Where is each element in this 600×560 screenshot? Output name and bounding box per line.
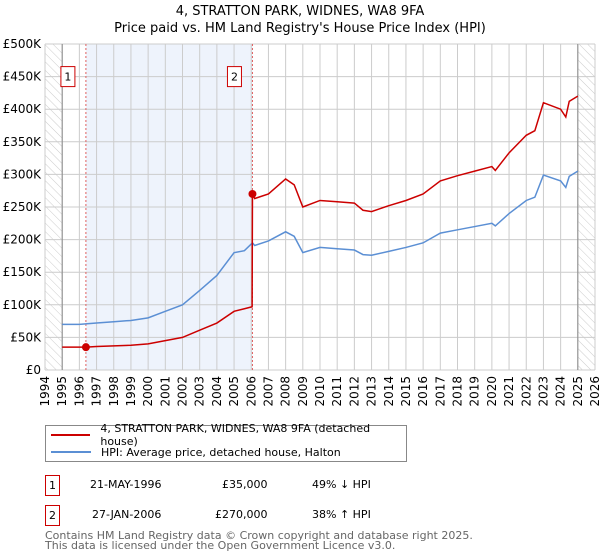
footer-copyright: Contains HM Land Registry data © Crown c…	[45, 529, 473, 542]
y-tick-label: £500K	[3, 37, 43, 51]
x-tick-label: 2003	[193, 376, 207, 407]
transaction-date: 27-JAN-2006	[92, 508, 162, 521]
x-tick-label: 2016	[416, 376, 430, 407]
x-tick-label: 2010	[313, 376, 327, 407]
transaction-price: £35,000	[222, 478, 268, 491]
x-tick-label: 1997	[90, 376, 104, 407]
legend-label: HPI: Average price, detached house, Halt…	[101, 445, 341, 459]
chart-title: 4, STRATTON PARK, WIDNES, WA8 9FA	[175, 4, 425, 19]
annotation-label: 1	[64, 71, 71, 84]
x-tick-label: 2022	[519, 376, 533, 407]
x-tick-label: 2021	[502, 376, 516, 407]
series-line	[62, 95, 579, 348]
x-tick-label: 2015	[399, 376, 413, 407]
legend-swatch-red	[51, 434, 91, 436]
x-tick-label: 2023	[536, 376, 550, 407]
y-tick-label: £350K	[3, 135, 43, 149]
x-tick-label: 1996	[72, 376, 86, 407]
x-tick-label: 2013	[365, 376, 379, 407]
footer-licence: This data is licensed under the Open Gov…	[45, 539, 396, 552]
y-tick-label: £50K	[10, 330, 42, 344]
y-tick-label: £450K	[3, 70, 43, 84]
annotation-box	[226, 66, 242, 88]
y-tick-label: £300K	[3, 167, 43, 181]
x-tick-label: 2000	[141, 376, 155, 407]
x-tick-label: 2018	[451, 376, 465, 407]
transaction-date: 21-MAY-1996	[90, 478, 162, 491]
y-tick-label: £250K	[3, 200, 43, 214]
x-tick-label: 2025	[571, 376, 585, 407]
x-tick-label: 2014	[382, 376, 396, 407]
annotation-label: 2	[231, 71, 238, 84]
chart-title-block: 4, STRATTON PARK, WIDNES, WA8 9FA Price …	[0, 3, 600, 37]
x-tick-label: 2019	[468, 376, 482, 407]
price-chart: 1994 1995 1996 1997 1998 1999 2000 2001 2002 2003…	[3, 37, 600, 407]
transaction-marker: 1	[45, 475, 60, 496]
footer: Contains HM Land Registry data © Crown c…	[45, 529, 473, 552]
x-tick-label: 2026	[588, 376, 600, 407]
y-tick-label: £100K	[3, 298, 43, 312]
legend-item-hpi: HPI: Average price, detached house, Halt…	[51, 444, 341, 460]
chart-subtitle: Price paid vs. HM Land Registry's House …	[114, 21, 486, 36]
x-tick-label: 2004	[210, 376, 224, 407]
x-tick-label: 1995	[55, 376, 69, 407]
transaction-hpi: 49% ↓ HPI	[312, 478, 371, 491]
sale-point	[81, 343, 90, 352]
x-tick-label: 2012	[347, 376, 361, 407]
x-tick-label: 2001	[158, 376, 172, 407]
x-tick-label: 2008	[279, 376, 293, 407]
x-tick-label: 2011	[330, 376, 344, 407]
x-tick-label: 2017	[433, 376, 447, 407]
y-tick-label: £0	[26, 363, 41, 377]
transaction-marker: 2	[45, 505, 60, 526]
y-tick-label: £150K	[3, 265, 43, 279]
x-tick-label: 1999	[124, 376, 138, 407]
x-tick-label: 2002	[176, 376, 190, 407]
legend: 4, STRATTON PARK, WIDNES, WA8 9FA (detac…	[45, 422, 407, 462]
x-tick-label: 2007	[261, 376, 275, 407]
y-tick-label: £200K	[3, 233, 43, 247]
sale-point	[248, 189, 257, 198]
x-tick-label: 2006	[244, 376, 258, 407]
legend-item-property: 4, STRATTON PARK, WIDNES, WA8 9FA (detac…	[51, 422, 406, 448]
annotation-box	[60, 66, 76, 88]
legend-swatch-blue	[51, 451, 91, 453]
legend-label: 4, STRATTON PARK, WIDNES, WA8 9FA (detac…	[100, 422, 371, 448]
x-tick-label: 2009	[296, 376, 310, 407]
transaction-hpi: 38% ↑ HPI	[312, 508, 371, 521]
y-tick-label: £400K	[3, 102, 43, 116]
x-tick-label: 1994	[38, 376, 52, 407]
x-tick-label: 2020	[485, 376, 499, 407]
series-line	[62, 170, 579, 326]
x-tick-label: 2005	[227, 376, 241, 407]
x-tick-label: 2024	[554, 376, 568, 407]
transaction-price: £270,000	[215, 508, 268, 521]
x-tick-label: 1998	[107, 376, 121, 407]
